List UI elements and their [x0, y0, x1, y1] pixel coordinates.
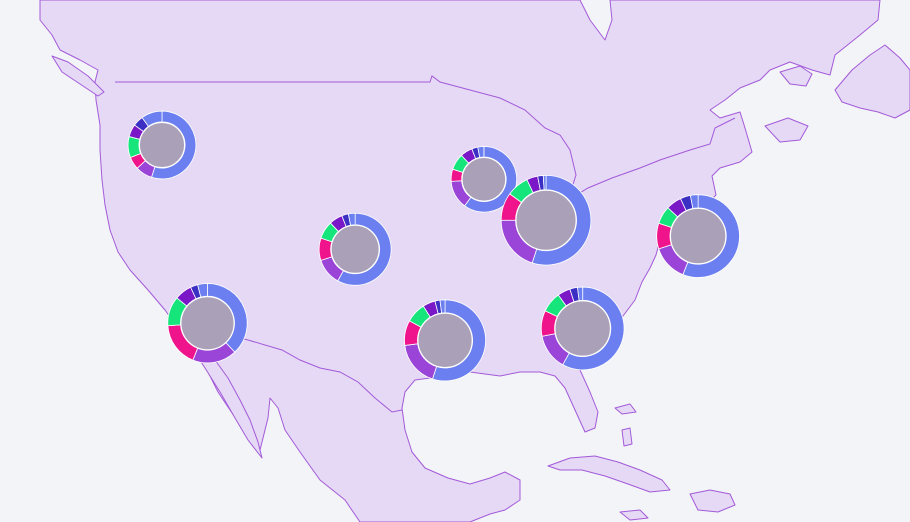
- bahamas: [614, 403, 637, 447]
- donut-core-atlanta[interactable]: [554, 300, 611, 357]
- baffin-island: [834, 44, 910, 119]
- donut-core-dallas[interactable]: [417, 312, 473, 368]
- donut-slice-seattle-3[interactable]: [127, 136, 142, 159]
- land-layer: [39, 0, 910, 522]
- donut-core-minneapolis[interactable]: [461, 157, 507, 202]
- donut-core-seattle[interactable]: [138, 121, 186, 169]
- hispaniola: [689, 489, 736, 513]
- donut-marker-los-angeles[interactable]: [167, 283, 248, 364]
- newfoundland: [779, 65, 813, 87]
- donut-marker-seattle[interactable]: [127, 110, 197, 180]
- donut-core-los-angeles[interactable]: [180, 296, 235, 351]
- maritimes: [764, 117, 809, 143]
- donut-core-new-york[interactable]: [669, 207, 727, 265]
- donut-marker-minneapolis[interactable]: [450, 146, 518, 213]
- donut-marker-new-york[interactable]: [656, 194, 740, 278]
- donut-core-chicago[interactable]: [515, 189, 577, 251]
- donut-marker-chicago[interactable]: [500, 174, 592, 266]
- north-america-landmass: [39, 0, 881, 522]
- us-canada-border: [115, 75, 736, 202]
- donut-marker-dallas[interactable]: [404, 299, 486, 382]
- donut-slice-new-york-2[interactable]: [656, 222, 672, 250]
- donut-core-denver[interactable]: [330, 224, 380, 274]
- cuba: [547, 455, 671, 493]
- donut-marker-denver[interactable]: [318, 212, 392, 286]
- jamaica: [619, 509, 649, 521]
- marker-layer[interactable]: [127, 110, 740, 382]
- donut-marker-atlanta[interactable]: [540, 286, 625, 371]
- vancouver-island: [51, 55, 105, 97]
- donut-slice-chicago-6[interactable]: [542, 174, 547, 191]
